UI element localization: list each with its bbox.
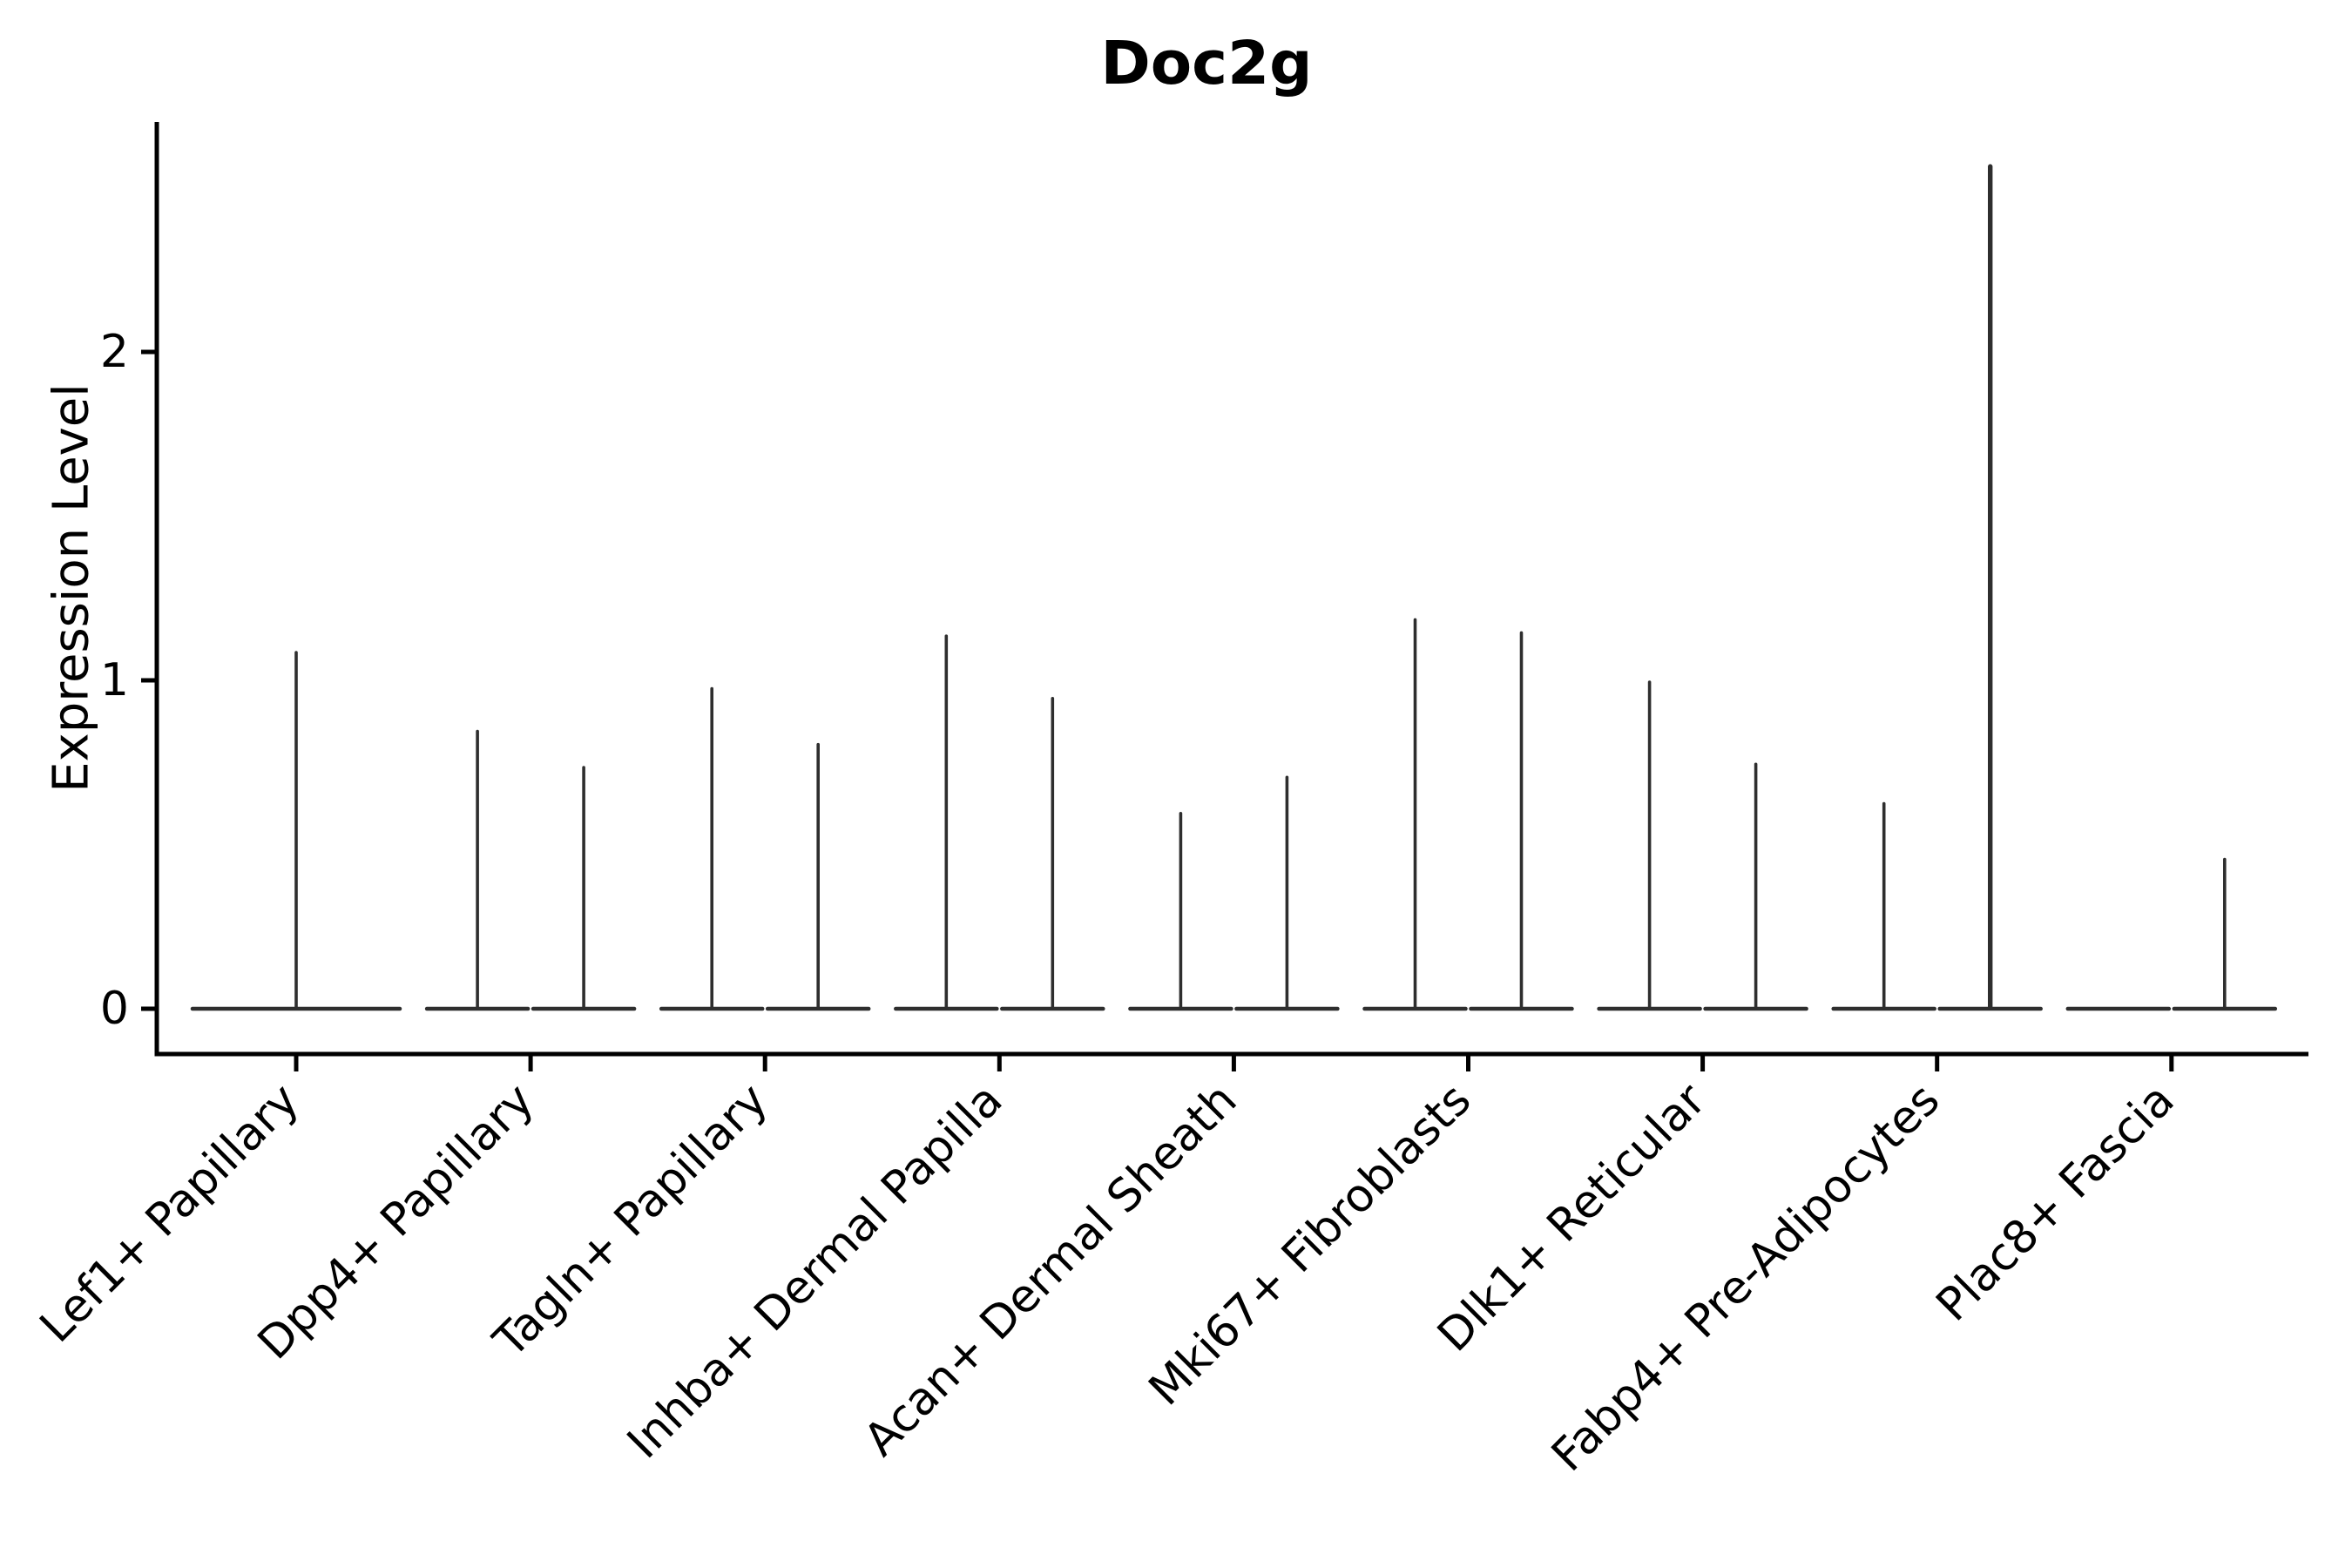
y-tick-label: 2 [99, 326, 129, 378]
y-tick-label: 0 [99, 983, 129, 1035]
chart-title: Doc2g [1100, 29, 1313, 98]
y-tick-label: 1 [99, 654, 129, 706]
